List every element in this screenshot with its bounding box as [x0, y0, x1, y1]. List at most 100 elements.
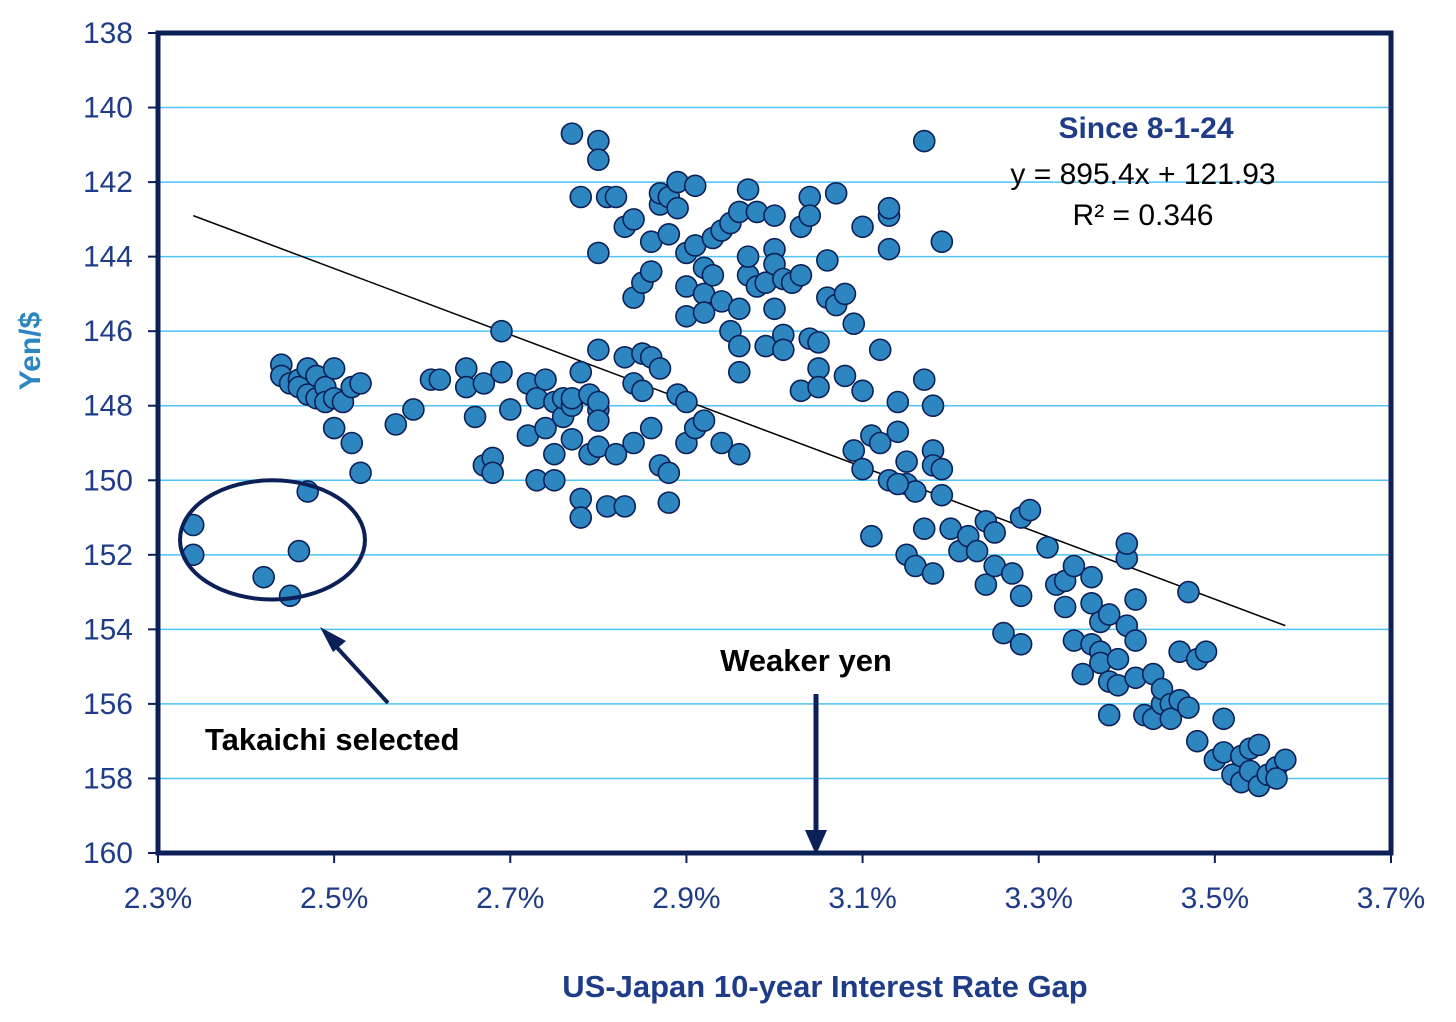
- r-squared-label: R² = 0.346: [1073, 199, 1214, 232]
- data-point: [965, 539, 989, 563]
- y-axis-ticks: 138 140 142 144 146 148 150 152 154 156 158 160: [83, 17, 158, 870]
- data-point: [974, 573, 998, 596]
- data-point: [807, 331, 830, 354]
- data-point: [560, 427, 584, 451]
- data-point: [657, 461, 681, 485]
- data-point: [992, 621, 1015, 645]
- data-point: [631, 379, 654, 403]
- data-point: [886, 472, 910, 496]
- data-point: [384, 413, 408, 436]
- data-point: [912, 129, 936, 153]
- data-point: [798, 204, 822, 227]
- data-point: [569, 360, 593, 384]
- data-point: [895, 450, 918, 473]
- data-point: [543, 442, 566, 466]
- data-point: [930, 230, 954, 254]
- data-point: [463, 405, 487, 429]
- y-axis-label: Yen/$: [14, 311, 47, 390]
- data-point: [1265, 767, 1288, 790]
- data-point: [983, 521, 1006, 544]
- data-point: [481, 461, 504, 485]
- x-tick-label: 2.7%: [476, 882, 544, 915]
- data-point: [727, 334, 751, 358]
- y-tick-label: 140: [83, 92, 133, 125]
- data-point: [1212, 707, 1235, 731]
- data-point: [322, 416, 346, 440]
- data-point: [490, 360, 513, 384]
- data-point: [727, 360, 751, 384]
- data-point: [1194, 640, 1218, 664]
- data-point: [1124, 629, 1147, 652]
- data-point: [1124, 588, 1147, 611]
- data-point: [675, 390, 698, 414]
- y-tick-label: 160: [83, 837, 133, 870]
- data-point: [587, 338, 610, 362]
- data-point: [1009, 632, 1033, 656]
- data-point: [472, 372, 496, 395]
- data-point: [851, 457, 874, 481]
- y-tick-label: 148: [83, 390, 133, 423]
- data-point: [727, 442, 751, 466]
- data-point: [772, 338, 795, 362]
- data-point: [736, 245, 760, 268]
- data-point: [1080, 565, 1103, 589]
- y-tick-label: 154: [83, 613, 133, 646]
- data-point: [639, 416, 663, 440]
- data-point: [428, 368, 452, 391]
- data-point: [692, 301, 716, 324]
- data-point: [498, 398, 522, 421]
- data-point: [604, 442, 628, 466]
- data-point: [1097, 603, 1121, 626]
- data-point: [1018, 498, 1042, 522]
- data-point: [648, 357, 672, 380]
- data-point: [736, 178, 760, 201]
- takaichi-label: Takaichi selected: [205, 722, 459, 757]
- takaichi-arrow-head: [320, 627, 346, 652]
- data-point: [1185, 729, 1209, 753]
- data-point: [763, 204, 786, 227]
- data-point: [1177, 696, 1200, 719]
- x-tick-label: 2.5%: [300, 882, 368, 915]
- x-tick-label: 2.3%: [124, 882, 192, 915]
- data-point: [851, 379, 874, 403]
- y-tick-label: 158: [83, 762, 133, 795]
- x-axis-ticks: 2.3% 2.5% 2.7% 2.9% 3.1% 3.3% 3.5% 3.7%: [124, 853, 1425, 915]
- data-point: [683, 174, 707, 198]
- data-point: [534, 368, 557, 391]
- data-point: [569, 185, 593, 209]
- y-tick-label: 142: [83, 166, 133, 199]
- data-point: [886, 390, 910, 414]
- x-tick-label: 3.1%: [828, 882, 896, 915]
- data-point: [534, 416, 557, 440]
- data-point: [877, 196, 901, 220]
- data-point: [613, 495, 637, 518]
- data-point: [851, 215, 874, 239]
- data-point: [560, 122, 584, 145]
- takaichi-highlight-ellipse: [178, 478, 367, 602]
- trendline: [192, 214, 1286, 627]
- data-point: [816, 249, 839, 272]
- data-point: [807, 375, 830, 399]
- data-point: [710, 431, 733, 455]
- data-point: [912, 517, 936, 541]
- data-point: [930, 457, 954, 481]
- x-tick-label: 2.9%: [652, 882, 720, 915]
- trendline-layer: [192, 214, 1286, 627]
- data-point: [921, 394, 945, 418]
- x-tick-label: 3.5%: [1181, 882, 1249, 915]
- takaichi-arrow-shaft: [328, 638, 390, 705]
- data-point: [1000, 562, 1024, 585]
- data-point: [622, 208, 645, 231]
- trendline-equation: y = 895.4x + 121.93: [1010, 158, 1275, 191]
- data-point: [666, 196, 689, 220]
- x-tick-label: 3.7%: [1357, 882, 1425, 915]
- data-point: [340, 431, 364, 455]
- data-point: [322, 357, 346, 380]
- data-point: [1053, 595, 1077, 619]
- data-points: [181, 122, 1297, 798]
- data-point: [701, 263, 725, 287]
- data-point: [569, 506, 593, 529]
- data-point: [842, 439, 866, 462]
